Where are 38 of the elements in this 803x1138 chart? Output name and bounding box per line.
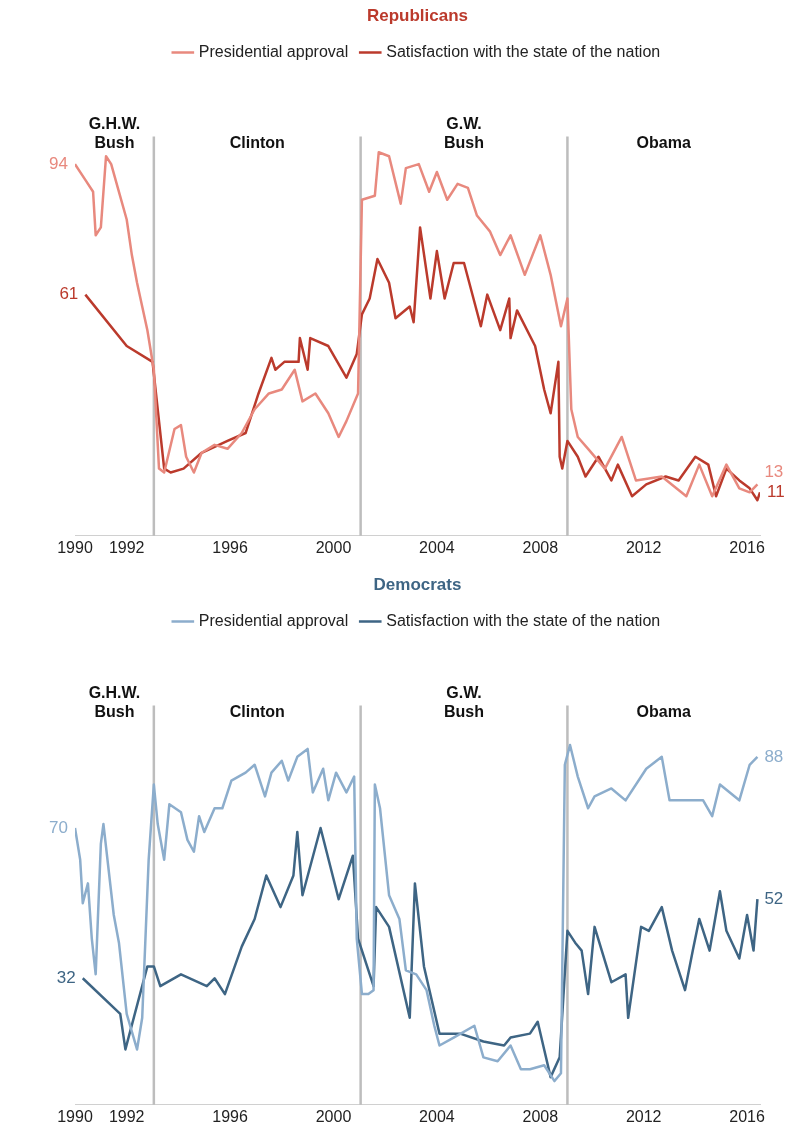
text: G.W. Bush bbox=[444, 115, 485, 152]
text: Obama bbox=[636, 703, 691, 721]
x-tick-label: 1990 bbox=[57, 538, 93, 556]
text: G.H.W. Bush bbox=[88, 684, 141, 721]
data-label: 52 bbox=[764, 888, 784, 908]
x-tick-label: 1996 bbox=[212, 1107, 248, 1125]
x-tick-label: 2008 bbox=[522, 538, 559, 556]
x-tick-label: 2012 bbox=[625, 1107, 662, 1125]
data-label: 13 bbox=[764, 461, 784, 481]
x-tick-label: 2000 bbox=[315, 538, 352, 556]
x-tick-label: 1990 bbox=[57, 1107, 93, 1125]
x-tick-label: 2016 bbox=[729, 538, 765, 556]
x-tick-label: 2008 bbox=[522, 1107, 559, 1125]
x-tick-label: 2012 bbox=[625, 538, 662, 556]
x-tick-label: 2004 bbox=[419, 1107, 455, 1125]
text: Obama bbox=[636, 134, 691, 152]
legend-label: Satisfaction with the state of the nation bbox=[386, 611, 661, 629]
x-tick-label: 2004 bbox=[419, 538, 455, 556]
legend-label: Presidential approval bbox=[198, 611, 349, 629]
data-label: 70 bbox=[49, 817, 68, 837]
text: Clinton bbox=[229, 703, 285, 721]
data-label: 88 bbox=[764, 746, 784, 766]
data-label: 11 bbox=[767, 481, 785, 501]
data-label: 32 bbox=[56, 967, 76, 987]
legend-label: Satisfaction with the state of the nation bbox=[386, 42, 661, 60]
x-tick-label: 1992 bbox=[108, 538, 145, 556]
data-label: 94 bbox=[49, 153, 68, 173]
text: G.H.W. Bush bbox=[88, 115, 141, 152]
text: G.W. Bush bbox=[444, 684, 485, 721]
chart-title: Republicans bbox=[366, 5, 469, 25]
legend-label: Presidential approval bbox=[198, 42, 349, 60]
x-tick-label: 1996 bbox=[212, 538, 248, 556]
x-tick-label: 2000 bbox=[315, 1107, 352, 1125]
x-tick-label: 2016 bbox=[729, 1107, 765, 1125]
chart-title: Democrats bbox=[373, 574, 462, 594]
x-tick-label: 1992 bbox=[108, 1107, 145, 1125]
data-label: 61 bbox=[59, 284, 79, 304]
text: Clinton bbox=[229, 134, 285, 152]
